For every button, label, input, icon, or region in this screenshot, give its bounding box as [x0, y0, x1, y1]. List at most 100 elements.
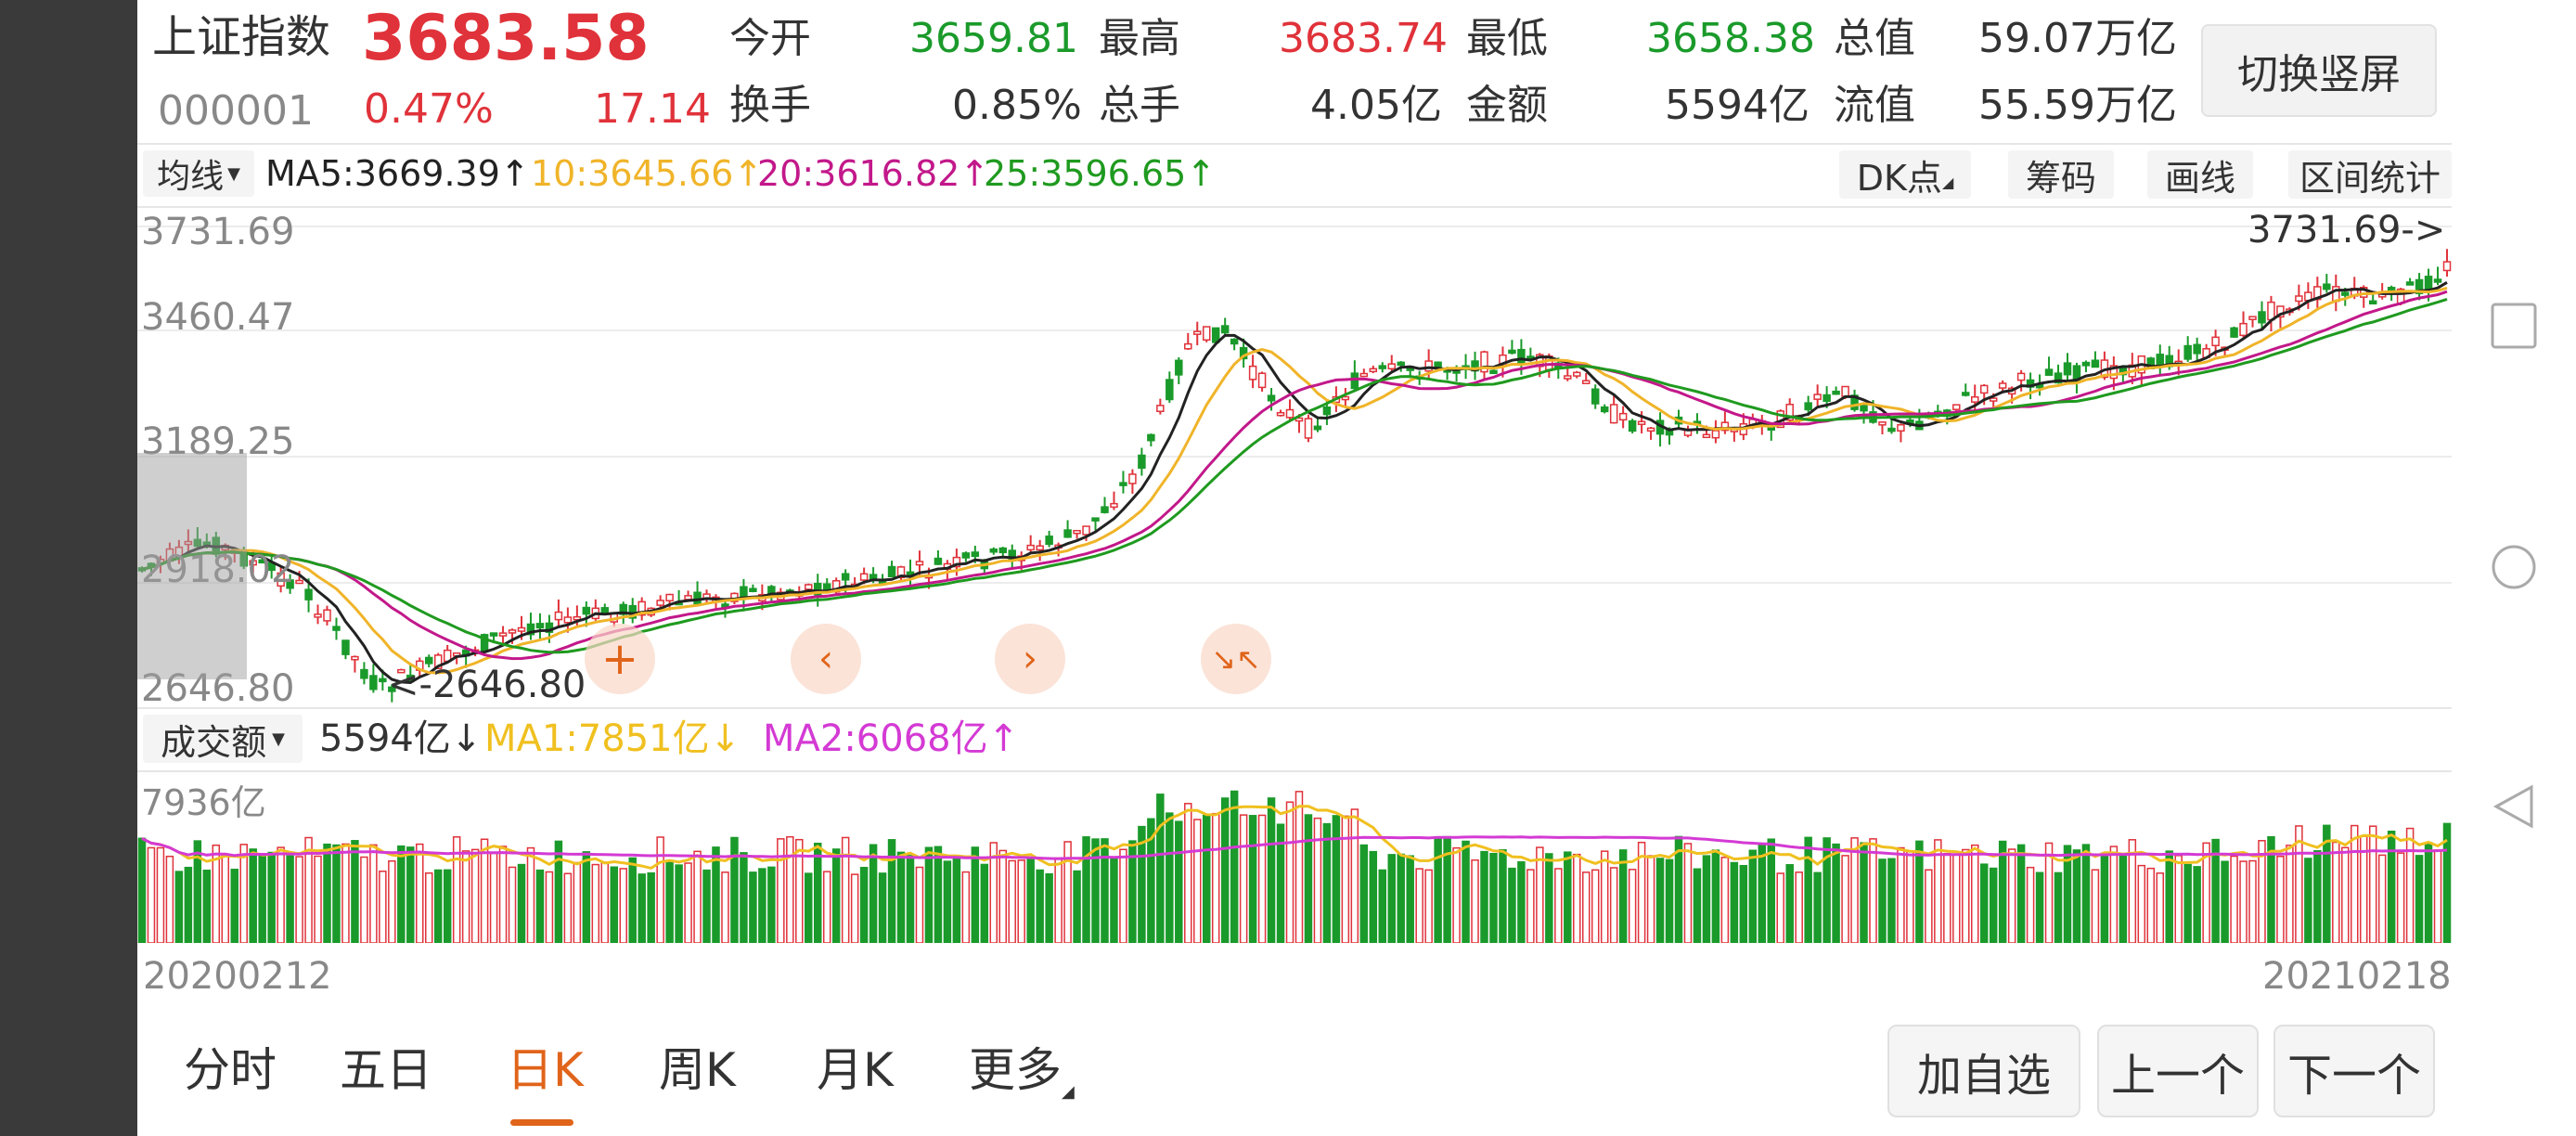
volume-bar [665, 859, 674, 943]
volume-bar [425, 871, 433, 943]
candle-body [813, 582, 822, 596]
volume-bar [1220, 797, 1230, 943]
dk-point-button[interactable]: DK点 ◢ [1839, 150, 1971, 199]
volume-bar [961, 871, 971, 943]
candle-body [388, 686, 396, 692]
volume-bar [304, 836, 313, 943]
volume-selector[interactable]: 成交额 ▼ [143, 715, 303, 763]
volume-bar [2183, 863, 2192, 943]
volume-bar [1424, 869, 1433, 943]
volume-bar [749, 871, 757, 943]
candle-body [2323, 283, 2331, 290]
candle-body [1184, 342, 1192, 350]
volume-bar [1211, 812, 1220, 943]
candle-body [1804, 402, 1812, 411]
corner-triangle-icon: ◢ [1941, 174, 1954, 191]
tab-intraday[interactable]: 分时 [184, 1043, 277, 1097]
volume-bar [369, 844, 378, 943]
chip-button[interactable]: 筹码 [2008, 150, 2114, 199]
volume-bar [1017, 859, 1025, 943]
candle-body [1166, 379, 1174, 401]
volume-bar [1202, 814, 1211, 943]
volume-chart[interactable] [137, 772, 2452, 943]
volume-bar [1536, 846, 1544, 943]
candle-body [952, 556, 961, 568]
volume-bar [314, 855, 322, 943]
stat-value-amount: 5594亿 [1665, 82, 1810, 129]
candle-body [1341, 395, 1350, 401]
volume-bar [2091, 869, 2100, 943]
volume-bar [1934, 839, 1942, 943]
start-date: 20200212 [143, 955, 332, 998]
tab-monthly-k[interactable]: 月K [817, 1043, 894, 1097]
volume-bar [2276, 855, 2285, 943]
scroll-right-button[interactable]: › [995, 624, 1065, 694]
candle-body [295, 579, 303, 585]
volume-bar [1925, 869, 1933, 943]
candle-body [1248, 365, 1257, 381]
volume-bar [1156, 794, 1165, 943]
volume-bar [2156, 872, 2164, 943]
add-watchlist-button[interactable]: 加自选 [1887, 1025, 2080, 1117]
volume-bar [1166, 812, 1174, 943]
change-percent: 0.47% [364, 85, 494, 133]
max-price-label: 3731.69-> [2248, 209, 2446, 252]
candle-body [545, 622, 554, 633]
volume-bar [1359, 844, 1369, 943]
volume-bar [1952, 853, 1961, 943]
volume-bar [767, 866, 776, 943]
volume-bar [693, 850, 702, 943]
volume-bar [433, 869, 443, 943]
tab-weekly-k[interactable]: 周K [659, 1043, 736, 1097]
ma25-line [141, 297, 2448, 654]
volume-bar [859, 867, 869, 943]
candle-body [1989, 397, 1998, 402]
volume-bar [2081, 844, 2091, 943]
back-button[interactable] [2491, 783, 2537, 830]
candle-body [351, 655, 359, 661]
candle-body [2276, 305, 2285, 318]
volume-bar [647, 871, 655, 943]
scroll-left-button[interactable]: ‹ [791, 624, 861, 694]
tab-more[interactable]: 更多 [969, 1043, 1062, 1097]
volume-bar [805, 872, 813, 943]
volume-bar [1063, 841, 1072, 943]
ma-selector[interactable]: 均线 ▼ [143, 150, 254, 197]
scroll-handle[interactable] [137, 453, 247, 679]
candle-body [887, 565, 896, 578]
volume-bar [2332, 841, 2340, 943]
volume-bar [1239, 814, 1248, 943]
volume-bar [721, 871, 729, 943]
candle-body [304, 588, 313, 600]
candle-body [1313, 425, 1322, 431]
tab-five-day[interactable]: 五日 [340, 1043, 432, 1097]
candle-body [915, 561, 924, 566]
home-button[interactable] [2491, 544, 2537, 590]
recent-apps-button[interactable] [2491, 303, 2537, 349]
kline-chart[interactable] [137, 208, 2452, 707]
chevron-left-icon: ‹ [818, 638, 833, 680]
candle-body [508, 629, 517, 634]
collapse-button[interactable]: ↘↖ [1201, 624, 1271, 694]
volume-bar [1471, 858, 1479, 943]
candle-body [1110, 502, 1118, 509]
volume-bar [1711, 849, 1720, 943]
stat-value-turnover: 0.85% [952, 82, 1082, 129]
volume-bar [1748, 849, 1758, 943]
volume-bar [2211, 838, 2220, 943]
range-stats-button[interactable]: 区间统计 [2288, 150, 2452, 199]
switch-portrait-button[interactable]: 切换竖屏 [2201, 24, 2437, 117]
triangle-back-icon [2492, 784, 2533, 829]
candle-body [1063, 529, 1072, 538]
previous-button[interactable]: 上一个 [2097, 1025, 2259, 1117]
next-button[interactable]: 下一个 [2273, 1025, 2435, 1117]
volume-bar [1628, 869, 1637, 943]
draw-line-button[interactable]: 画线 [2147, 150, 2253, 199]
volume-bar [165, 855, 174, 943]
volume-bar [1554, 868, 1563, 943]
zoom-in-button[interactable]: + [585, 624, 655, 694]
volume-bar [1054, 857, 1063, 943]
volume-bar [2267, 835, 2275, 943]
tab-daily-k[interactable]: 日K [507, 1043, 584, 1097]
candle-body [360, 668, 368, 679]
